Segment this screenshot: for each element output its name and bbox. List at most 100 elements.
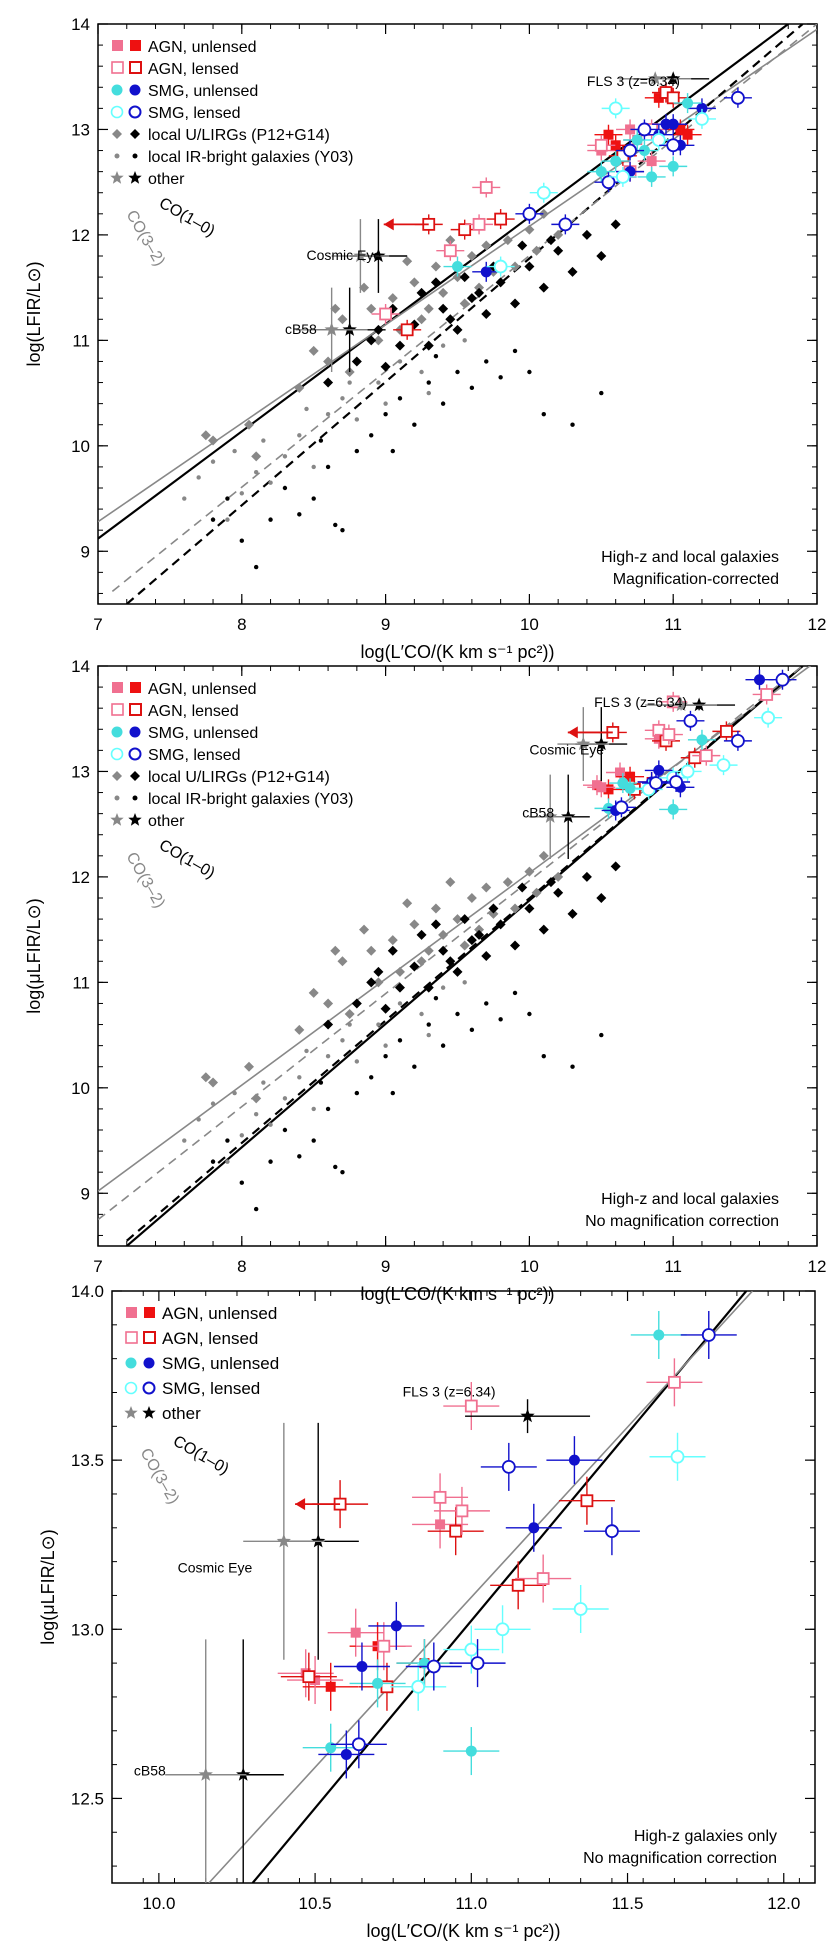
local-irbright-gray-point bbox=[325, 411, 331, 417]
legend-symbol-agn-lensed-dark bbox=[129, 703, 142, 716]
agn-unlensed-point bbox=[675, 124, 686, 135]
agn-unlensed-point bbox=[682, 129, 693, 140]
plot-area bbox=[98, 666, 812, 1246]
plot-area bbox=[165, 1291, 754, 1883]
corner-text-1: No magnification correction bbox=[583, 1850, 777, 1867]
annotation-label: Cosmic Eye bbox=[529, 741, 604, 757]
local-ulirg-black-point bbox=[323, 377, 334, 388]
local-irbright-black-point bbox=[599, 390, 604, 396]
local-ulirg-black-point bbox=[524, 903, 535, 914]
agn-lensed-point bbox=[433, 1490, 447, 1504]
other-point bbox=[311, 1533, 326, 1548]
agn-lensed-point bbox=[688, 751, 702, 765]
local-irbright-black-point bbox=[210, 517, 216, 522]
local-ulirg-gray-point bbox=[474, 282, 485, 293]
local-ulirg-gray-point bbox=[251, 1093, 262, 1104]
local-ulirg-black-point bbox=[517, 882, 528, 893]
agn-lensed-point bbox=[668, 1375, 681, 1389]
local-ulirg-black-point bbox=[545, 877, 556, 888]
smg-unlensed-point bbox=[372, 1677, 384, 1689]
local-irbright-gray-point bbox=[261, 1080, 266, 1085]
local-ulirg-black-point bbox=[474, 929, 485, 940]
local-ulirg-black-point bbox=[423, 982, 434, 993]
agn-unlensed-point bbox=[596, 782, 607, 793]
local-irbright-gray-point bbox=[282, 1096, 288, 1101]
x-tick-label: 7 bbox=[93, 615, 102, 634]
smg-lensed-point bbox=[558, 217, 573, 232]
local-ulirg-gray-point bbox=[409, 919, 420, 930]
local-ulirg-black-point bbox=[466, 935, 477, 946]
local-ulirg-gray-point bbox=[200, 430, 211, 441]
local-ulirg-gray-point bbox=[438, 287, 449, 298]
chart-panel-nocorr: 7 8 9 10 11 12 9 10 11 12 13 14 log(L′CO/(K km s⁻¹ p… bbox=[24, 657, 826, 1304]
agn-lensed-point bbox=[594, 138, 608, 152]
legend-symbol-ulirg-black bbox=[130, 129, 140, 139]
local-irbright-black-point bbox=[297, 1154, 302, 1159]
other-point-gray bbox=[324, 322, 339, 336]
local-ulirg-black-point bbox=[481, 951, 492, 961]
legend-symbol-agn-unlensed-dark bbox=[130, 40, 141, 51]
local-irbright-black-point bbox=[268, 1159, 273, 1164]
y-tick-label: 14 bbox=[71, 15, 90, 34]
smg-lensed-point bbox=[464, 1642, 479, 1657]
smg-unlensed-point bbox=[631, 134, 643, 146]
local-ulirg-gray-point bbox=[502, 235, 513, 246]
fit-label-co10: CO(1–0) bbox=[170, 1433, 232, 1478]
smg-lensed-point bbox=[695, 112, 709, 126]
local-irbright-black-point bbox=[541, 1053, 546, 1059]
local-ulirg-gray-point bbox=[430, 903, 441, 914]
local-irbright-black-point bbox=[369, 433, 374, 438]
local-ulirg-black-point bbox=[466, 293, 477, 304]
x-tick-label: 12 bbox=[808, 1257, 827, 1276]
local-irbright-gray-point bbox=[325, 1053, 331, 1059]
fit-label-co10: CO(1–0) bbox=[156, 837, 218, 882]
local-ulirg-gray-point bbox=[452, 914, 463, 925]
local-ulirg-gray-point bbox=[466, 893, 477, 903]
agn-lensed-point bbox=[666, 695, 680, 709]
legend-symbol-smg-lensed-dark bbox=[128, 105, 142, 119]
smg-lensed-point bbox=[680, 764, 695, 779]
local-ulirg-black-point bbox=[416, 287, 427, 298]
legend-symbol-other-black bbox=[128, 813, 142, 826]
local-ulirg-black-point bbox=[394, 982, 405, 993]
y-tick-label: 14.0 bbox=[71, 1282, 104, 1301]
local-irbright-black-point bbox=[354, 1090, 360, 1096]
local-ulirg-gray-point bbox=[430, 261, 441, 272]
other-point-gray bbox=[576, 736, 591, 751]
local-irbright-black-point bbox=[397, 396, 403, 401]
agn-lensed-point bbox=[580, 1494, 594, 1508]
legend-symbol-smg-lensed-light bbox=[110, 105, 124, 119]
chart-panel-magcorr: 7 8 9 10 11 12 9 10 11 12 13 14 log(L′CO/(K km s⁻¹ p… bbox=[24, 15, 826, 662]
local-irbright-gray-point bbox=[239, 491, 244, 496]
local-ulirg-gray-point bbox=[445, 235, 456, 246]
annotation-label: Cosmic Eye bbox=[307, 247, 382, 263]
local-irbright-gray-point bbox=[383, 1043, 388, 1048]
smg-unlensed-point bbox=[646, 171, 658, 183]
smg-unlensed-point bbox=[528, 1522, 540, 1534]
local-ulirg-gray-point bbox=[481, 882, 492, 893]
local-ulirg-black-point bbox=[409, 961, 420, 972]
smg-lensed-point bbox=[601, 175, 616, 190]
legend-label: SMG, lensed bbox=[148, 747, 240, 764]
other-point-gray bbox=[648, 71, 663, 85]
local-ulirg-black-point bbox=[596, 893, 607, 903]
local-irbright-gray-point bbox=[426, 390, 431, 396]
local-irbright-black-point bbox=[369, 1075, 374, 1080]
local-ulirg-gray-point bbox=[423, 303, 434, 314]
local-ulirg-black-point bbox=[510, 298, 521, 309]
local-irbright-black-point bbox=[527, 369, 532, 375]
local-ulirg-black-point bbox=[387, 945, 398, 956]
local-ulirg-gray-point bbox=[524, 224, 535, 235]
legend-symbol-smg-lensed-light bbox=[110, 747, 124, 761]
local-irbright-gray-point bbox=[376, 380, 381, 385]
y-tick-label: 14 bbox=[71, 657, 90, 676]
legend-symbol-agn-unlensed-light bbox=[112, 682, 123, 693]
legend-symbol-smg-lensed-light bbox=[124, 1381, 138, 1395]
agn-unlensed-point bbox=[603, 129, 614, 140]
local-ulirg-gray-point bbox=[510, 261, 521, 272]
legend-symbol-irbright-gray bbox=[114, 153, 120, 159]
agn-lensed-point bbox=[720, 724, 733, 738]
legend-label: SMG, unlensed bbox=[162, 1354, 279, 1373]
local-ulirg-gray-point bbox=[323, 356, 334, 367]
smg-unlensed-point bbox=[682, 97, 694, 109]
